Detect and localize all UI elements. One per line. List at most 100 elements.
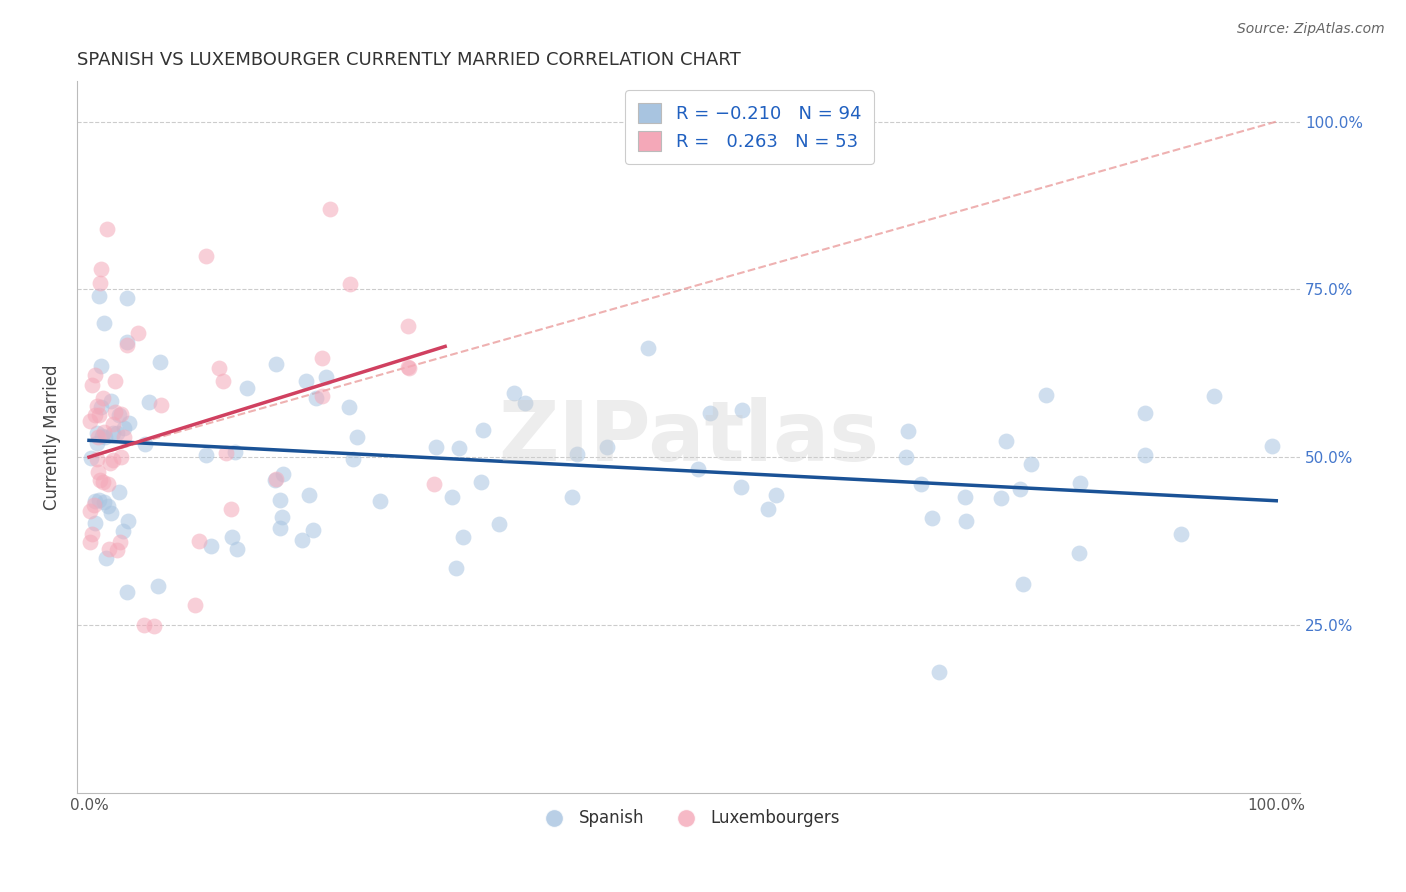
Point [1019, 457, 1042, 471]
Point [921, 511, 943, 525]
Text: Source: ZipAtlas.com: Source: ZipAtlas.com [1237, 22, 1385, 37]
Point [758, 501, 780, 516]
Point [311, 351, 333, 365]
Point [87, 466, 110, 480]
Point [200, 540, 222, 554]
Point [311, 389, 333, 403]
Point [87, 430, 110, 444]
Point [470, 475, 492, 490]
Point [146, 579, 169, 593]
Point [107, 408, 129, 422]
Point [269, 493, 291, 508]
Point [86, 399, 108, 413]
Point [271, 467, 294, 481]
Point [298, 488, 321, 502]
Point [86, 452, 108, 467]
Point [953, 491, 976, 505]
Point [103, 405, 125, 419]
Point [94, 551, 117, 566]
Point [447, 441, 470, 455]
Point [214, 446, 236, 460]
Text: ZIPatlas: ZIPatlas [498, 397, 879, 477]
Point [118, 416, 141, 430]
Point [86, 426, 108, 441]
Point [82, 527, 104, 541]
Point [115, 337, 138, 351]
Point [398, 360, 420, 375]
Point [93, 425, 115, 439]
Point [337, 400, 360, 414]
Point [264, 472, 287, 486]
Point [83, 494, 105, 508]
Point [83, 368, 105, 383]
Point [425, 440, 447, 454]
Point [112, 421, 135, 435]
Point [339, 277, 361, 292]
Point [91, 391, 114, 405]
Point [138, 394, 160, 409]
Point [264, 473, 287, 487]
Point [101, 417, 124, 432]
Point [1170, 527, 1192, 541]
Point [731, 402, 754, 417]
Point [305, 391, 328, 405]
Point [1035, 388, 1057, 402]
Point [93, 495, 115, 509]
Point [108, 535, 131, 549]
Point [115, 585, 138, 599]
Point [112, 524, 135, 538]
Point [91, 475, 114, 489]
Point [236, 380, 259, 394]
Point [84, 516, 107, 531]
Point [91, 428, 114, 442]
Point [96, 222, 118, 236]
Point [224, 444, 246, 458]
Point [1133, 448, 1156, 462]
Legend: Spanish, Luxembourgers: Spanish, Luxembourgers [530, 803, 846, 834]
Point [97, 499, 120, 513]
Point [291, 533, 314, 548]
Point [79, 414, 101, 428]
Y-axis label: Currently Married: Currently Married [44, 364, 60, 509]
Point [89, 493, 111, 508]
Point [910, 476, 932, 491]
Point [765, 488, 787, 502]
Point [637, 341, 659, 355]
Point [451, 530, 474, 544]
Point [207, 361, 229, 376]
Point [115, 291, 138, 305]
Point [100, 506, 122, 520]
Point [89, 276, 111, 290]
Point [368, 493, 391, 508]
Point [104, 374, 127, 388]
Point [396, 319, 419, 334]
Point [471, 424, 494, 438]
Point [117, 514, 139, 528]
Point [149, 398, 172, 412]
Point [195, 448, 218, 462]
Point [105, 425, 128, 440]
Point [143, 619, 166, 633]
Point [98, 541, 121, 556]
Point [346, 430, 368, 444]
Point [955, 515, 977, 529]
Point [134, 436, 156, 450]
Point [79, 504, 101, 518]
Point [115, 335, 138, 350]
Point [444, 560, 467, 574]
Point [1067, 546, 1090, 560]
Point [221, 530, 243, 544]
Point [90, 359, 112, 373]
Point [100, 393, 122, 408]
Point [396, 360, 419, 375]
Point [211, 374, 233, 388]
Text: SPANISH VS LUXEMBOURGER CURRENTLY MARRIED CORRELATION CHART: SPANISH VS LUXEMBOURGER CURRENTLY MARRIE… [77, 51, 741, 69]
Point [688, 461, 710, 475]
Point [87, 289, 110, 303]
Point [730, 481, 752, 495]
Point [219, 502, 242, 516]
Point [595, 441, 617, 455]
Point [89, 262, 111, 277]
Point [80, 378, 103, 392]
Point [86, 436, 108, 450]
